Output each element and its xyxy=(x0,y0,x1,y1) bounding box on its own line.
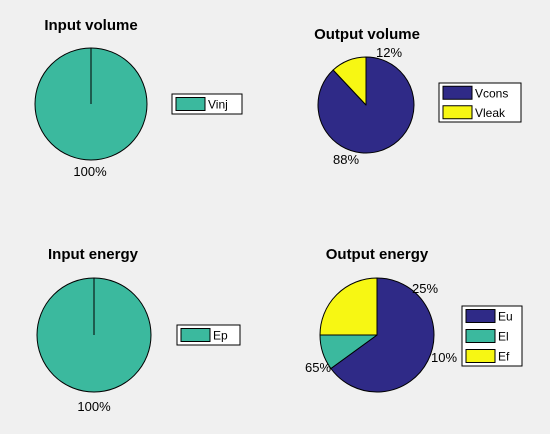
legend-swatch-vleak xyxy=(442,105,473,120)
legend-label-vleak: Vleak xyxy=(475,106,506,120)
chart-title: Input energy xyxy=(48,246,139,263)
pie-chart-3: Input energy 100% Ep xyxy=(36,246,241,414)
percent-label-eu: 65% xyxy=(305,360,331,375)
legend-label-ep: Ep xyxy=(213,329,228,343)
percent-label-vcons: 88% xyxy=(333,152,359,167)
legend: Eu El Ef xyxy=(461,305,523,367)
legend: Ep xyxy=(176,324,241,346)
legend: Vcons Vleak xyxy=(438,82,522,123)
legend-swatch-ep xyxy=(180,328,211,342)
pie-slice-ef xyxy=(319,277,378,336)
chart-title: Input volume xyxy=(44,17,137,34)
pie-chart-4: Output energy 65% 10% 25% Eu El Ef xyxy=(305,246,523,393)
pie-chart-2: Output volume 88% 12% Vcons Vleak xyxy=(314,26,522,167)
pie-slice-eu xyxy=(330,277,435,393)
percent-label-vleak: 12% xyxy=(376,45,402,60)
legend-label-eu: Eu xyxy=(498,310,513,324)
percent-label-ep: 100% xyxy=(77,399,111,414)
percent-label-ef: 25% xyxy=(412,281,438,296)
legend-label-el: El xyxy=(498,330,509,344)
percent-label-vinj: 100% xyxy=(73,164,107,179)
percent-label-el: 10% xyxy=(431,350,457,365)
pie-chart-1: Input volume 100% Vinj xyxy=(34,17,243,179)
legend: Vinj xyxy=(171,93,243,115)
pie-slice-vleak xyxy=(332,56,367,106)
legend-swatch-vcons xyxy=(442,85,473,100)
legend-swatch-vinj xyxy=(175,97,206,111)
legend-swatch-ef xyxy=(465,349,496,363)
chart-title: Output volume xyxy=(314,26,420,43)
chart-title: Output energy xyxy=(326,246,429,263)
legend-label-vcons: Vcons xyxy=(475,86,508,100)
legend-label-vinj: Vinj xyxy=(208,98,228,112)
legend-swatch-el xyxy=(465,329,496,343)
legend-label-ef: Ef xyxy=(498,350,510,364)
legend-swatch-eu xyxy=(465,309,496,323)
